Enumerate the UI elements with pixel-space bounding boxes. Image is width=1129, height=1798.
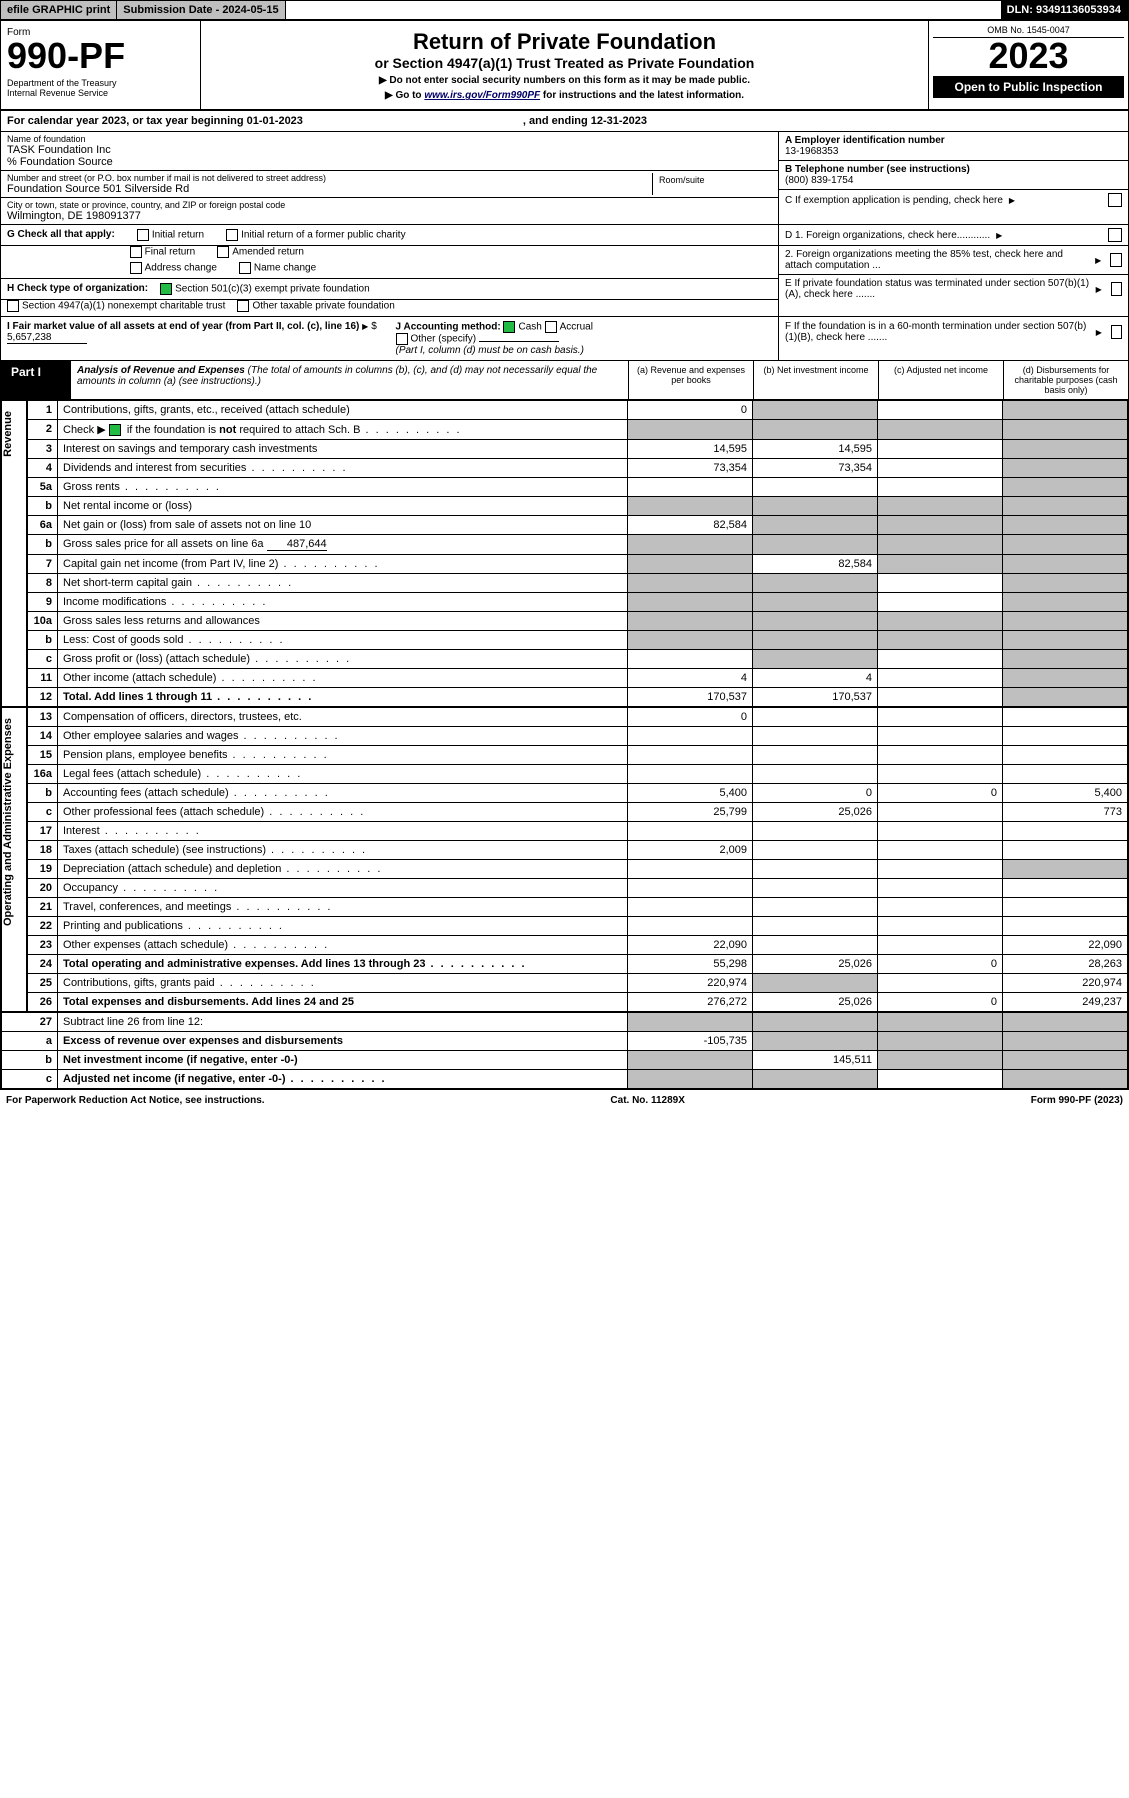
tel-row: B Telephone number (see instructions) (8… — [779, 161, 1128, 190]
revenue-table: 1Contributions, gifts, grants, etc., rec… — [27, 400, 1128, 707]
ein: 13-1968353 — [785, 146, 838, 157]
ij-row: I Fair market value of all assets at end… — [1, 317, 1128, 361]
fmv-amount: 5,657,238 — [7, 332, 87, 344]
col-c: (c) Adjusted net income — [878, 361, 1003, 399]
tax-year: 2023 — [933, 38, 1124, 74]
submission-date: Submission Date - 2024-05-15 — [117, 1, 285, 19]
address: Foundation Source 501 Silverside Rd — [7, 183, 652, 195]
col-b: (b) Net investment income — [753, 361, 878, 399]
dln: DLN: 93491136053934 — [1001, 1, 1128, 19]
dept: Department of the Treasury Internal Reve… — [7, 78, 194, 98]
header: Form 990-PF Department of the Treasury I… — [1, 21, 1128, 111]
instructions-link[interactable]: www.irs.gov/Form990PF — [424, 90, 540, 101]
identity-block: Name of foundation TASK Foundation Inc %… — [1, 132, 1128, 225]
part1-header: Part I Analysis of Revenue and Expenses … — [1, 361, 1128, 400]
revenue-label: Revenue — [1, 400, 27, 707]
foundation-name: TASK Foundation Inc — [7, 144, 772, 156]
col-a: (a) Revenue and expenses per books — [628, 361, 753, 399]
city: Wilmington, DE 198091377 — [7, 210, 772, 222]
telephone: (800) 839-1754 — [785, 175, 853, 186]
room-suite: Room/suite — [652, 173, 772, 195]
topbar: efile GRAPHIC print Submission Date - 20… — [1, 1, 1128, 21]
check-icon — [503, 321, 515, 333]
efile-badge: efile GRAPHIC print — [1, 1, 117, 19]
form-number: 990-PF — [7, 38, 194, 74]
expenses-table: 13Compensation of officers, directors, t… — [27, 707, 1128, 1012]
col-d: (d) Disbursements for charitable purpose… — [1003, 361, 1128, 399]
footer: For Paperwork Reduction Act Notice, see … — [0, 1092, 1129, 1109]
expenses-label: Operating and Administrative Expenses — [1, 707, 27, 1012]
ein-row: A Employer identification number 13-1968… — [779, 132, 1128, 161]
g-check: G Check all that apply: Initial return I… — [1, 225, 778, 246]
inspection-badge: Open to Public Inspection — [933, 76, 1124, 98]
form-wrapper: efile GRAPHIC print Submission Date - 20… — [0, 0, 1129, 1090]
h-check: H Check type of organization: Section 50… — [1, 279, 778, 300]
title: Return of Private Foundation — [209, 29, 920, 55]
check-icon — [160, 283, 172, 295]
line27-table: 27Subtract line 26 from line 12: aExcess… — [1, 1012, 1128, 1089]
note1: ▶ Do not enter social security numbers o… — [209, 75, 920, 86]
c-row: C If exemption application is pending, c… — [779, 190, 1128, 210]
foundation-source: % Foundation Source — [7, 156, 772, 168]
subtitle: or Section 4947(a)(1) Trust Treated as P… — [209, 55, 920, 71]
calendar-year: For calendar year 2023, or tax year begi… — [1, 111, 1128, 132]
